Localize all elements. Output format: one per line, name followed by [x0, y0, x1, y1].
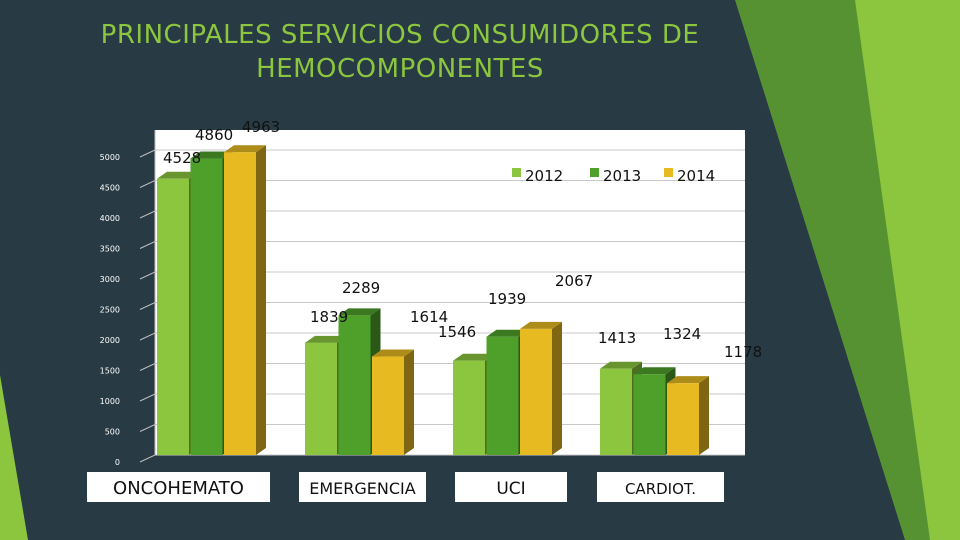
gridline-diagonal — [139, 302, 156, 310]
y-tick-label: 1000 — [100, 397, 120, 406]
y-tick-label: 5000 — [100, 153, 120, 162]
gridline-diagonal — [139, 424, 156, 432]
gridline-diagonal — [139, 210, 156, 219]
gridline-diagonal — [139, 332, 156, 341]
value-label: 2067 — [555, 272, 593, 290]
legend-item-2013: 2013 — [590, 167, 641, 185]
gridline-diagonal — [139, 271, 156, 280]
y-tick-label: 2500 — [100, 306, 120, 315]
y-tick-label: 500 — [105, 428, 120, 437]
y-tick-label: 3500 — [100, 245, 120, 254]
value-label: 1413 — [598, 329, 636, 347]
bar-side — [256, 145, 266, 455]
y-tick-label: 4500 — [100, 184, 120, 193]
bar-face — [453, 360, 485, 455]
bar-face — [305, 342, 337, 455]
bar-cardiot-2014 — [667, 376, 709, 455]
chart-bars — [157, 145, 709, 456]
slide-title: PRINCIPALES SERVICIOS CONSUMIDORES DE HE… — [60, 18, 740, 86]
bar-top — [520, 321, 562, 329]
chart-legend: 2012 2013 2014 — [512, 167, 715, 185]
legend-swatch — [664, 168, 673, 177]
legend-label: 2014 — [677, 167, 715, 185]
category-label-uci: UCI — [455, 472, 567, 502]
value-label: 1839 — [310, 308, 348, 326]
bar-top — [190, 151, 233, 159]
gridline-diagonal — [139, 241, 156, 249]
y-tick-label: 3000 — [100, 275, 120, 284]
gridline-diagonal — [139, 454, 156, 463]
corner-triangle-bottom-left — [0, 375, 28, 540]
legend-label: 2013 — [603, 167, 641, 185]
value-label: 2289 — [342, 279, 380, 297]
bar-face — [600, 368, 632, 455]
value-label: 1614 — [410, 308, 448, 326]
bar-oncohemato-2014 — [224, 145, 266, 455]
bar-side — [552, 321, 562, 455]
bar-top — [305, 335, 347, 343]
bar-top — [600, 361, 642, 369]
gridline-diagonal — [139, 149, 156, 158]
legend-item-2012: 2012 — [512, 167, 563, 185]
bar-top — [633, 367, 676, 375]
y-axis: 0 500 1000 1500 2000 2500 3000 3500 4000 4500 5000 — [100, 153, 120, 467]
legend-swatch — [512, 168, 521, 177]
y-tick-label: 1500 — [100, 367, 120, 376]
corner-triangle-light — [855, 0, 960, 540]
bar-top — [157, 171, 199, 179]
bar-face — [157, 178, 189, 456]
value-label: 4963 — [242, 118, 280, 136]
bar-face — [338, 315, 371, 455]
bar-face — [486, 336, 519, 455]
legend-item-2014: 2014 — [664, 167, 715, 185]
bar-face — [224, 152, 256, 455]
bar-face — [372, 356, 404, 455]
bar-face — [667, 383, 699, 455]
value-label: 1546 — [438, 323, 476, 341]
title-line-2: HEMOCOMPONENTES — [256, 54, 544, 84]
category-label-cardiot: CARDIOT. — [597, 472, 724, 502]
bar-face — [520, 328, 552, 455]
bar-side — [699, 376, 709, 455]
legend-swatch — [590, 168, 599, 177]
legend-label: 2012 — [525, 167, 563, 185]
bar-uci-2014 — [520, 321, 562, 455]
category-label-emergencia: EMERGENCIA — [299, 472, 426, 502]
bar-emergencia-2013 — [338, 308, 381, 455]
bar-top — [486, 329, 529, 337]
gridline-diagonal — [139, 180, 156, 188]
gridline-diagonal — [139, 393, 156, 402]
title-line-1: PRINCIPALES SERVICIOS CONSUMIDORES DE — [100, 20, 700, 50]
bar-face — [190, 158, 223, 456]
y-tick-label: 0 — [115, 458, 120, 467]
bar-top — [453, 353, 495, 361]
value-label: 1939 — [488, 290, 526, 308]
bar-face — [633, 374, 666, 455]
bar-top — [372, 349, 414, 357]
y-tick-label: 4000 — [100, 214, 120, 223]
bar-emergencia-2014 — [372, 349, 414, 455]
value-label: 1324 — [663, 325, 701, 343]
gridline-diagonal — [139, 363, 156, 371]
value-label: 1178 — [724, 343, 762, 361]
category-label-oncohemato: ONCOHEMATO — [87, 472, 270, 502]
value-label: 4528 — [163, 149, 201, 167]
bar-top — [338, 308, 381, 316]
bar-top — [224, 145, 266, 153]
bar-top — [667, 376, 709, 384]
value-label: 4860 — [195, 126, 233, 144]
bar-side — [404, 349, 414, 455]
y-tick-label: 2000 — [100, 336, 120, 345]
